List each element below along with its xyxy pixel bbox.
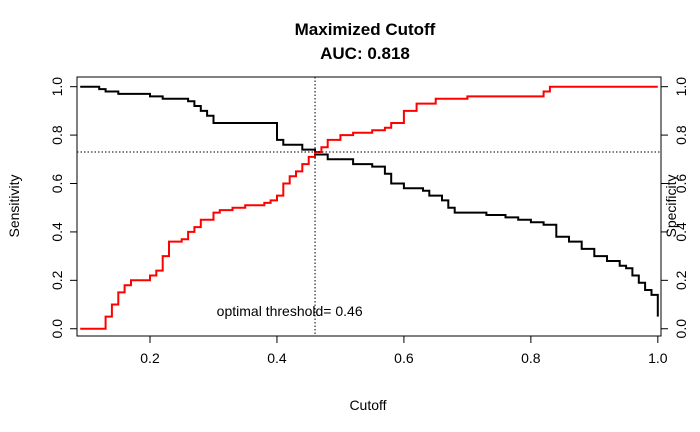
y-tick-label: 0.0 — [49, 319, 65, 339]
specificity-line — [80, 85, 658, 330]
y2-tick-label: 0.4 — [673, 222, 689, 242]
x-tick-label: 0.8 — [521, 350, 541, 366]
y-tick-label: 0.6 — [49, 174, 65, 194]
y-tick-label: 0.4 — [49, 222, 65, 242]
y2-tick-label: 0.8 — [673, 125, 689, 145]
x-tick-label: 0.6 — [394, 350, 414, 366]
optimal-threshold-annotation: optimal threshold= 0.46 — [217, 303, 363, 319]
y-tick-label: 0.8 — [49, 125, 65, 145]
y2-axis-title: Specificity — [663, 174, 679, 237]
plot-frame — [76, 76, 662, 337]
sensitivity-line — [80, 85, 659, 317]
x-tick-label: 1.0 — [648, 350, 668, 366]
y2-tick-label: 0.6 — [673, 174, 689, 194]
chart-subtitle: AUC: 0.818 — [320, 44, 410, 63]
x-tick-label: 0.4 — [267, 350, 287, 366]
x-axis-title: Cutoff — [349, 397, 386, 413]
y-tick-label: 0.2 — [49, 270, 65, 290]
chart-title: Maximized Cutoff — [295, 20, 436, 39]
y-tick-label: 1.0 — [49, 77, 65, 97]
y-axis-title: Sensitivity — [6, 174, 22, 237]
plot-area: 0.2 0.4 0.6 0.8 1.0 0.0 0.2 0.4 0.6 0.8 1.0 0.0 0.2 0… — [49, 76, 689, 366]
x-tick-label: 0.2 — [140, 350, 160, 366]
y2-tick-label: 1.0 — [673, 77, 689, 97]
y2-tick-label: 0.2 — [673, 270, 689, 290]
y2-tick-label: 0.0 — [673, 319, 689, 339]
